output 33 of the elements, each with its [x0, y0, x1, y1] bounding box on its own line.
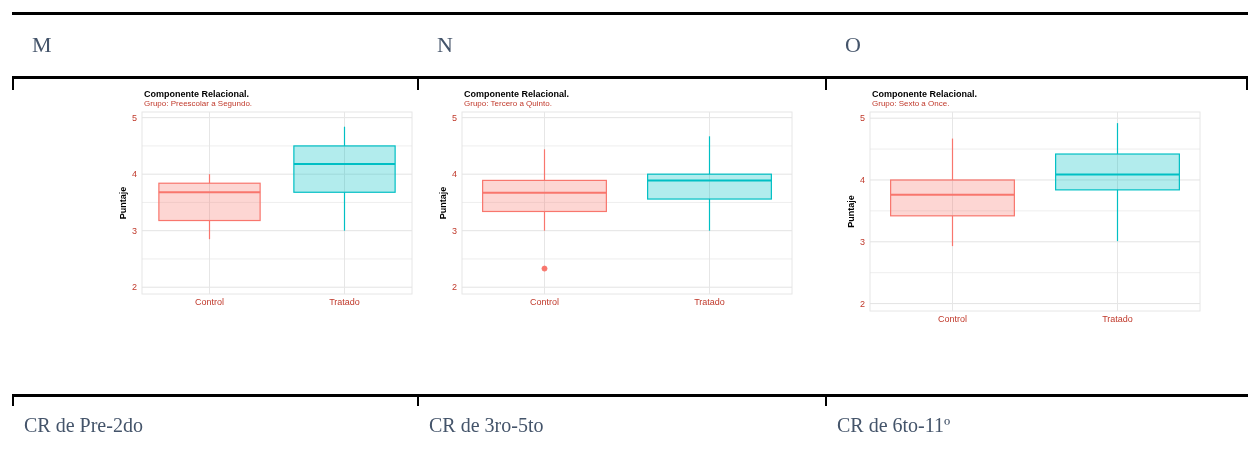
y-tick-label: 4 — [859, 175, 865, 186]
y-tick-label: 4 — [131, 169, 137, 180]
x-tick-label: Tratado — [694, 297, 725, 307]
y-tick-label: 3 — [451, 225, 457, 236]
text: N — [437, 32, 453, 57]
x-tick-label: Control — [194, 297, 225, 307]
x-tick-label: Control — [529, 297, 560, 307]
y-axis-title: Puntaje — [438, 186, 448, 220]
chart-subtitle: Grupo: Preescolar a Segundo. — [144, 99, 253, 108]
y-tick-label: 5 — [859, 113, 865, 124]
chart-title: Componente Relacional. — [464, 89, 570, 99]
y-tick-label: 5 — [451, 112, 457, 123]
y-tick-label: 2 — [859, 298, 865, 309]
x-tick-label: Control — [937, 314, 968, 324]
chart-subtitle: Grupo: Tercero a Quinto. — [464, 99, 552, 108]
chart-title: Componente Relacional. — [144, 89, 250, 99]
text: CR de 3ro-5to — [429, 414, 544, 436]
x-tick-label: Tratado — [1102, 314, 1133, 324]
y-axis-title: Puntaje — [118, 186, 128, 220]
y-tick-label: 2 — [131, 282, 137, 293]
chart-title: Componente Relacional. — [872, 89, 978, 99]
x-tick-label: Tratado — [329, 297, 360, 307]
y-tick-label: 3 — [859, 236, 865, 247]
y-axis-title: Puntaje — [846, 195, 856, 228]
y-tick-label: 3 — [131, 225, 137, 236]
text: CR de 6to-11º — [837, 414, 951, 436]
y-tick-label: 5 — [131, 112, 137, 123]
y-tick-label: 2 — [451, 282, 457, 293]
text: M — [32, 32, 52, 57]
chart-subtitle: Grupo: Sexto a Once. — [872, 99, 950, 108]
y-tick-label: 4 — [451, 169, 457, 180]
text: O — [845, 32, 861, 57]
text: CR de Pre-2do — [24, 414, 143, 436]
